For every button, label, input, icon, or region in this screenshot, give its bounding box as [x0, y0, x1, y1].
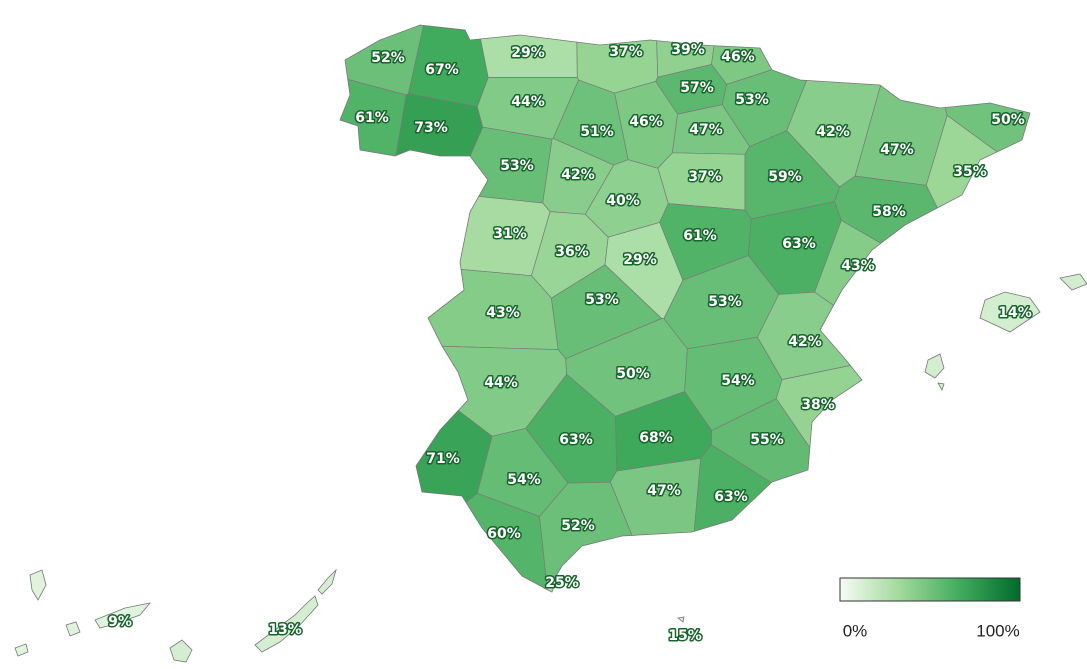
value-label: 53%: [500, 158, 534, 174]
value-label: 43%: [486, 305, 520, 321]
province: [677, 616, 685, 623]
value-label: 63%: [559, 432, 593, 448]
value-label: 60%: [487, 526, 521, 542]
legend-colorbar: [839, 577, 1021, 602]
value-label: 61%: [683, 228, 717, 244]
value-label: 40%: [606, 193, 640, 209]
value-label: 63%: [714, 489, 748, 505]
value-label: 59%: [768, 169, 802, 185]
value-label: 44%: [484, 375, 518, 391]
value-label: 44%: [511, 94, 545, 110]
value-label: 13%: [268, 622, 302, 638]
value-label: 9%: [108, 614, 132, 630]
value-label: 36%: [555, 244, 589, 260]
value-label: 54%: [721, 373, 755, 389]
province: [340, 71, 407, 296]
mainland: [340, 25, 1030, 590]
province: [169, 568, 337, 663]
province: [14, 569, 152, 657]
value-label: 42%: [816, 124, 850, 140]
value-label: 25%: [545, 575, 579, 591]
value-label: 46%: [629, 114, 663, 130]
value-label: 53%: [708, 294, 742, 310]
value-label: 14%: [998, 305, 1032, 321]
value-label: 53%: [585, 292, 619, 308]
value-label: 71%: [426, 451, 460, 467]
value-label: 50%: [616, 366, 650, 382]
value-label: 58%: [872, 204, 906, 220]
value-label: 54%: [507, 472, 541, 488]
value-label: 37%: [688, 169, 722, 185]
value-label: 42%: [561, 167, 595, 183]
value-label: 43%: [841, 258, 875, 274]
value-label: 52%: [561, 518, 595, 534]
value-label: 47%: [647, 483, 681, 499]
value-label: 55%: [750, 432, 784, 448]
value-label: 38%: [801, 397, 835, 413]
value-label: 29%: [623, 252, 657, 268]
province: [775, 354, 1030, 590]
value-label: 73%: [414, 120, 448, 136]
legend-tick-label: 100%: [976, 621, 1019, 640]
province: [340, 493, 550, 590]
value-label: 52%: [371, 50, 405, 66]
value-label: 51%: [580, 124, 614, 140]
value-label: 42%: [788, 334, 822, 350]
value-label: 31%: [493, 226, 527, 242]
value-label: 39%: [671, 42, 705, 58]
islands: [14, 273, 1087, 663]
value-label: 35%: [953, 164, 987, 180]
labels: 52% 67% 29% 37% 39% 46% 57% 53% 61% 73% 44% 51% 46% 4…: [107, 41, 1034, 646]
province: [925, 114, 1030, 382]
value-label: 57%: [680, 80, 714, 96]
value-label: 53%: [735, 92, 769, 108]
coastline: [339, 24, 1031, 591]
legend-tick-label: 0%: [843, 621, 868, 640]
value-label: 63%: [782, 236, 816, 252]
province: [542, 585, 555, 593]
value-label: 15%: [668, 628, 702, 644]
value-label: 29%: [511, 45, 545, 61]
value-label: 47%: [689, 122, 723, 138]
value-label: 67%: [425, 62, 459, 78]
value-label: 68%: [639, 430, 673, 446]
province: [757, 291, 905, 380]
value-label: 46%: [721, 49, 755, 65]
value-label: 50%: [991, 112, 1025, 128]
value-label: 37%: [609, 44, 643, 60]
value-label: 47%: [880, 142, 914, 158]
legend: 0% 100%: [843, 621, 1020, 640]
province: [474, 25, 578, 78]
value-label: 61%: [355, 110, 389, 126]
province: [924, 273, 1087, 391]
province: [407, 25, 489, 108]
